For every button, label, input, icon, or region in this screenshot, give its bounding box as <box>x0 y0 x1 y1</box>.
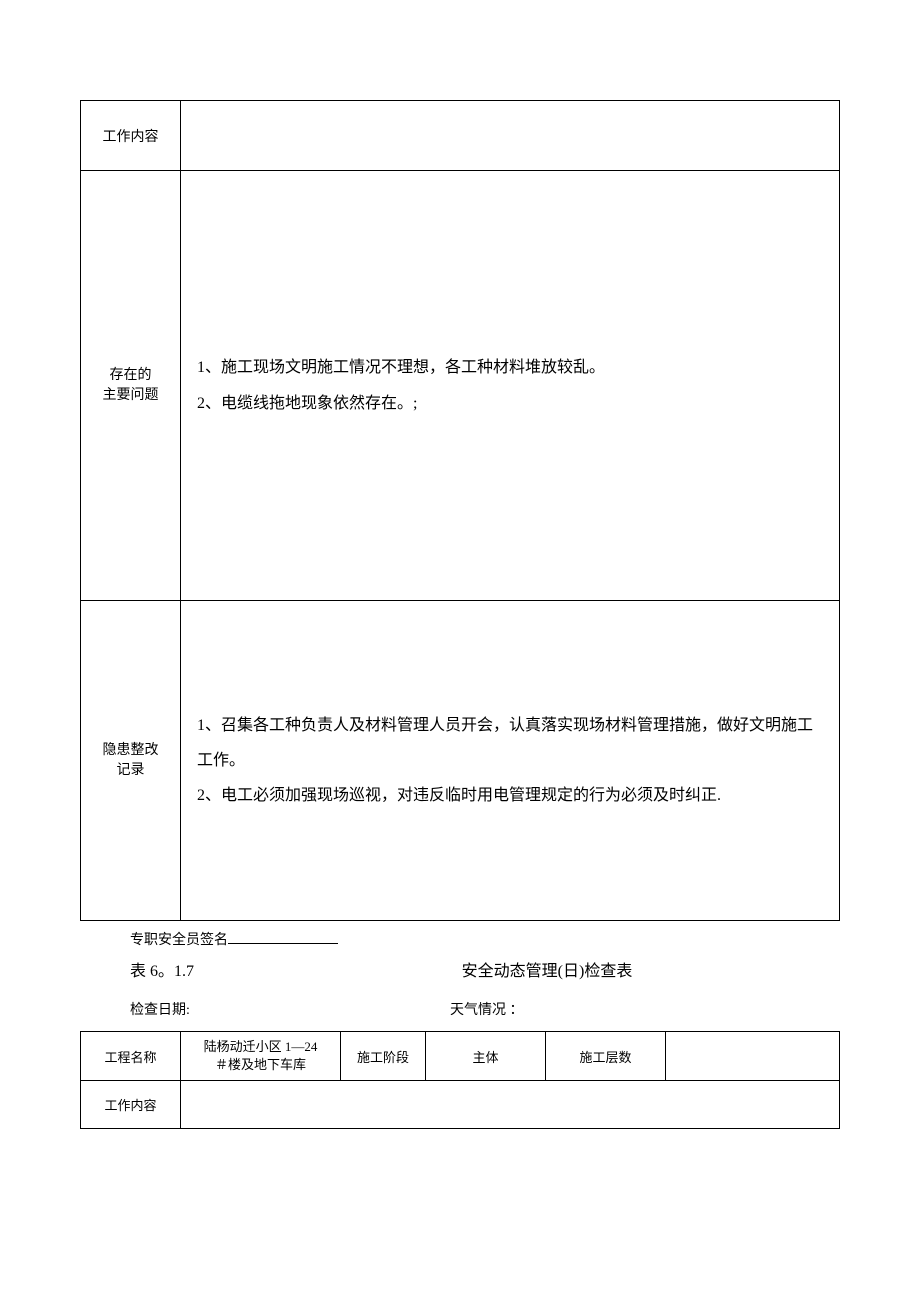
problems-content: 1、施工现场文明施工情况不理想，各工种材料堆放较乱。 2、电缆线拖地现象依然存在… <box>181 171 840 601</box>
phase-value: 主体 <box>426 1032 546 1081</box>
floors-value <box>666 1032 840 1081</box>
row-main-problems: 存在的 主要问题 1、施工现场文明施工情况不理想，各工种材料堆放较乱。 2、电缆… <box>81 171 840 601</box>
project-name-line1: 陆杨动迁小区 1—24 <box>204 1039 318 1054</box>
records-line1: 1、召集各工种负责人及材料管理人员开会，认真落实现场材料管理措施，做好文明施工工… <box>197 708 823 778</box>
problems-line1: 1、施工现场文明施工情况不理想，各工种材料堆放较乱。 <box>197 350 823 385</box>
project-name-line2: ＃楼及地下车库 <box>215 1057 306 1072</box>
project-name-label: 工程名称 <box>81 1032 181 1081</box>
project-header-row: 工程名称 陆杨动迁小区 1—24 ＃楼及地下车库 施工阶段 主体 施工层数 <box>81 1032 840 1081</box>
records-label-line1: 隐患整改 <box>103 743 159 758</box>
phase-label: 施工阶段 <box>341 1032 426 1081</box>
work-label-2: 工作内容 <box>81 1081 181 1129</box>
check-date-label: 检查日期: <box>130 999 450 1019</box>
problems-label-line1: 存在的 <box>110 368 152 383</box>
records-content: 1、召集各工种负责人及材料管理人员开会，认真落实现场材料管理措施，做好文明施工工… <box>181 601 840 921</box>
records-label: 隐患整改 记录 <box>81 601 181 921</box>
signature-label: 专职安全员签名 <box>130 933 228 948</box>
project-work-row: 工作内容 <box>81 1081 840 1129</box>
row-work-content: 工作内容 <box>81 101 840 171</box>
meta-row: 检查日期: 天气情况 ： <box>80 991 840 1031</box>
problems-label-line2: 主要问题 <box>103 388 159 403</box>
form-title: 安全动态管理(日)检查表 <box>194 957 840 981</box>
records-label-line2: 记录 <box>117 763 145 778</box>
work-content-label: 工作内容 <box>81 101 181 171</box>
project-info-table: 工程名称 陆杨动迁小区 1—24 ＃楼及地下车库 施工阶段 主体 施工层数 工作… <box>80 1031 840 1129</box>
records-line2: 2、电工必须加强现场巡视，对违反临时用电管理规定的行为必须及时纠正. <box>197 778 823 813</box>
problems-line2: 2、电缆线拖地现象依然存在。; <box>197 386 823 421</box>
title-row: 表 6。1.7 安全动态管理(日)检查表 <box>80 953 840 991</box>
project-name-value: 陆杨动迁小区 1—24 ＃楼及地下车库 <box>181 1032 341 1081</box>
floors-label: 施工层数 <box>546 1032 666 1081</box>
weather-label: 天气情况 ： <box>450 999 840 1019</box>
table-number: 表 6。1.7 <box>130 957 194 981</box>
row-rectification-records: 隐患整改 记录 1、召集各工种负责人及材料管理人员开会，认真落实现场材料管理措施… <box>81 601 840 921</box>
signature-underline <box>228 943 338 944</box>
signature-line: 专职安全员签名 <box>80 921 840 953</box>
main-table: 工作内容 存在的 主要问题 1、施工现场文明施工情况不理想，各工种材料堆放较乱。… <box>80 100 840 921</box>
work-value-2 <box>181 1081 840 1129</box>
problems-label: 存在的 主要问题 <box>81 171 181 601</box>
work-content-value <box>181 101 840 171</box>
